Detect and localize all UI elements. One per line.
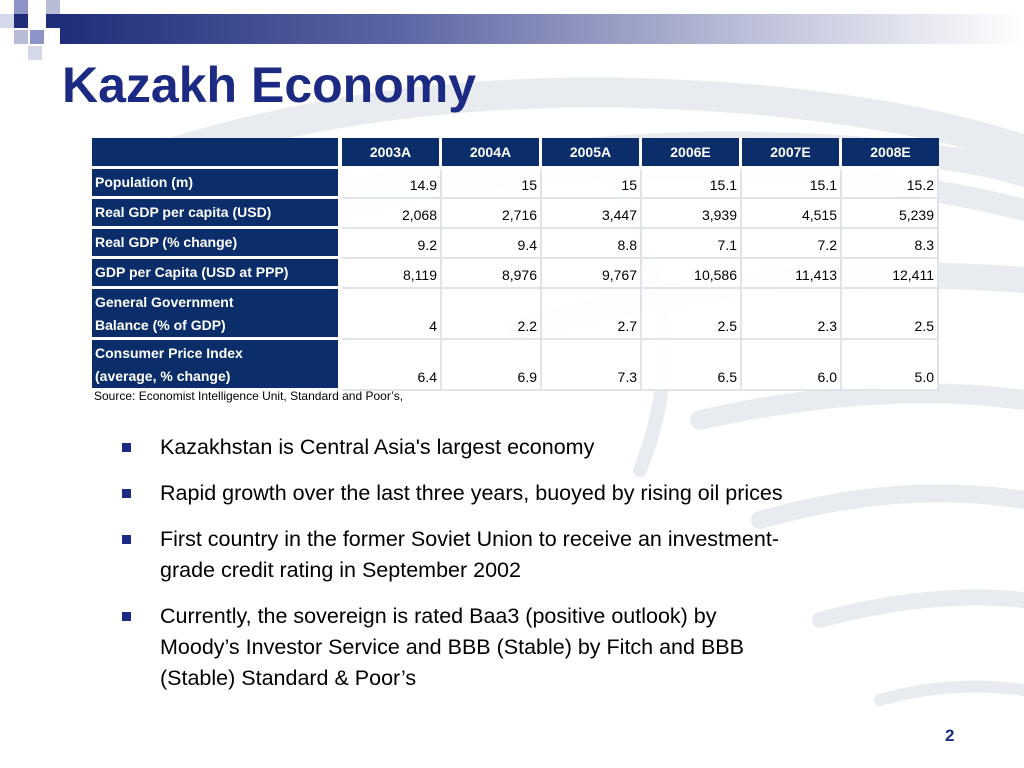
column-header: 2004A [442, 138, 542, 169]
economy-table: 2003A 2004A 2005A 2006E 2007E 2008E Popu… [92, 138, 939, 391]
row-label: GDP per Capita (USD at PPP) [92, 259, 342, 289]
table-row: Real GDP per capita (USD) 2,068 2,716 3,… [92, 199, 939, 229]
square-bullet-icon [122, 612, 131, 621]
row-label: Real GDP per capita (USD) [92, 199, 342, 229]
table-cell: 12,411 [842, 259, 939, 289]
bullet-item: Currently, the sovereign is rated Baa3 (… [120, 601, 920, 694]
table-cell: 9.4 [442, 229, 542, 259]
table-cell: 4,515 [742, 199, 842, 229]
row-label: General Government Balance (% of GDP) [92, 289, 342, 340]
bullet-text: First country in the former Soviet Union… [160, 527, 779, 551]
bullet-item: Rapid growth over the last three years, … [120, 478, 920, 509]
square-bullet-icon [122, 489, 131, 498]
page-number: 2 [945, 726, 955, 745]
slide-title: Kazakh Economy [62, 57, 477, 113]
bullet-item: First country in the former Soviet Union… [120, 524, 920, 586]
row-label-text: Real GDP per capita (USD) [95, 204, 272, 220]
table-cell: 7.2 [742, 229, 842, 259]
table-cell: 7.3 [542, 340, 642, 391]
bullet-text: Moody’s Investor Service and BBB (Stable… [160, 635, 744, 659]
row-label-text: (average, % change) [95, 368, 231, 384]
column-header: 2006E [642, 138, 742, 169]
table-cell: 8,976 [442, 259, 542, 289]
bullet-text: Currently, the sovereign is rated Baa3 (… [160, 604, 717, 628]
table-row: General Government Balance (% of GDP) 4 2… [92, 289, 939, 340]
table-cell: 6.9 [442, 340, 542, 391]
table-cell: 10,586 [642, 259, 742, 289]
row-label-text: Population (m) [95, 174, 193, 190]
bullet-text: (Stable) Standard & Poor’s [160, 666, 417, 690]
table-cell: 8.3 [842, 229, 939, 259]
table-cell: 15.2 [842, 169, 939, 199]
row-label-text: Consumer Price Index [95, 345, 243, 361]
bullet-text: grade credit rating in September 2002 [160, 558, 521, 582]
table-cell: 9,767 [542, 259, 642, 289]
column-header: 2007E [742, 138, 842, 169]
table-cell: 5,239 [842, 199, 939, 229]
decor-square [28, 14, 42, 28]
table-row: Consumer Price Index (average, % change) … [92, 340, 939, 391]
row-label-text: Balance (% of GDP) [95, 317, 226, 333]
table-cell: 15.1 [642, 169, 742, 199]
row-label-text: GDP per Capita (USD at PPP) [95, 264, 289, 280]
table-corner-cell [92, 138, 342, 169]
decor-square [30, 30, 44, 44]
table-cell: 7.1 [642, 229, 742, 259]
table-cell: 15.1 [742, 169, 842, 199]
bullet-list: Kazakhstan is Central Asia's largest eco… [120, 432, 920, 709]
header-gradient-bar [60, 14, 1024, 44]
table-cell: 11,413 [742, 259, 842, 289]
row-label-text: General Government [95, 294, 234, 310]
table-cell: 4 [342, 289, 442, 340]
table-cell: 15 [442, 169, 542, 199]
table-row: Population (m) 14.9 15 15 15.1 15.1 15.2 [92, 169, 939, 199]
row-label-text: Real GDP (% change) [95, 234, 238, 250]
table-cell: 9.2 [342, 229, 442, 259]
decor-square [14, 0, 28, 14]
table-cell: 8.8 [542, 229, 642, 259]
table-cell: 6.5 [642, 340, 742, 391]
bullet-text: Kazakhstan is Central Asia's largest eco… [160, 435, 595, 459]
table-cell: 3,939 [642, 199, 742, 229]
row-label: Real GDP (% change) [92, 229, 342, 259]
decor-square [46, 14, 60, 28]
table-cell: 8,119 [342, 259, 442, 289]
decor-square [0, 14, 14, 28]
bullet-item: Kazakhstan is Central Asia's largest eco… [120, 432, 920, 463]
table-source-note: Source: Economist Intelligence Unit, Sta… [94, 389, 404, 403]
table-cell: 6.0 [742, 340, 842, 391]
row-label: Population (m) [92, 169, 342, 199]
decor-square [14, 14, 28, 28]
table-cell: 6.4 [342, 340, 442, 391]
table-row: Real GDP (% change) 9.2 9.4 8.8 7.1 7.2 … [92, 229, 939, 259]
table-cell: 14.9 [342, 169, 442, 199]
decor-square [46, 0, 60, 14]
table-cell: 3,447 [542, 199, 642, 229]
table-cell: 2.5 [642, 289, 742, 340]
table-cell: 2.2 [442, 289, 542, 340]
table-cell: 2.5 [842, 289, 939, 340]
decor-square [14, 30, 28, 44]
bullet-text: Rapid growth over the last three years, … [160, 481, 783, 505]
table-cell: 5.0 [842, 340, 939, 391]
square-bullet-icon [122, 443, 131, 452]
row-label: Consumer Price Index (average, % change) [92, 340, 342, 391]
column-header: 2005A [542, 138, 642, 169]
table-header-row: 2003A 2004A 2005A 2006E 2007E 2008E [92, 138, 939, 169]
table-cell: 2,068 [342, 199, 442, 229]
table-cell: 2.3 [742, 289, 842, 340]
decor-square [28, 46, 42, 60]
table-row: GDP per Capita (USD at PPP) 8,119 8,976 … [92, 259, 939, 289]
column-header: 2008E [842, 138, 939, 169]
table-cell: 2,716 [442, 199, 542, 229]
table-cell: 2.7 [542, 289, 642, 340]
table-cell: 15 [542, 169, 642, 199]
column-header: 2003A [342, 138, 442, 169]
square-bullet-icon [122, 535, 131, 544]
